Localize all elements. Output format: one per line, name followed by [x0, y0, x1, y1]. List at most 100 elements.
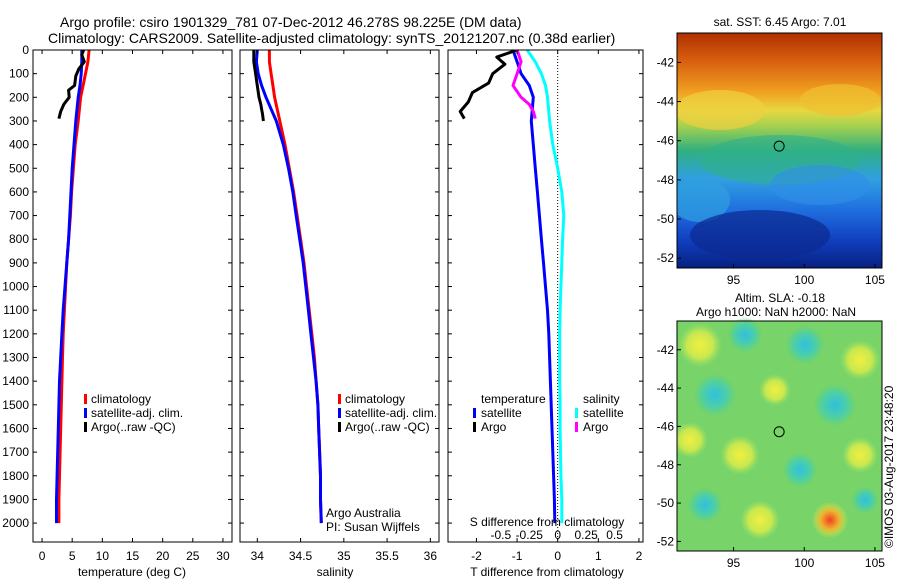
s-tick-label: 0	[554, 528, 561, 542]
y-tick-label: 1300	[2, 351, 29, 365]
sla-heatmap	[677, 317, 882, 551]
y-tick-label: 500	[9, 161, 29, 175]
s-tick-label: 0.5	[606, 528, 623, 542]
map-y-tick-label: -48	[657, 173, 675, 187]
legend-label-satellite: satellite-adj. clim.	[91, 406, 183, 420]
salinity-panel: 34 34.5 35 35.5 36 salinity climatology sate…	[239, 49, 440, 579]
map-y-tick-label: -44	[657, 95, 675, 109]
legend-swatch-argo	[84, 422, 87, 432]
map-x-tick-label: 105	[865, 273, 885, 287]
legend-swatch-temp-satellite	[473, 408, 476, 418]
argo-position-marker	[773, 140, 785, 152]
map-x-tick-label: 100	[794, 273, 814, 287]
map-x-tick-label: 105	[865, 556, 885, 570]
temperature-panel: 0 5 10 15 20 25 300100200300400500600700800900…	[2, 43, 233, 579]
map-x-tick-label: 95	[727, 556, 741, 570]
map-y-tick-label: -50	[657, 212, 675, 226]
y-tick-label: 600	[9, 185, 29, 199]
y-tick-label: 1200	[2, 327, 29, 341]
x-tick-label: 35.5	[375, 549, 399, 563]
argo-position-marker	[773, 426, 785, 438]
map-y-tick-label: -50	[657, 496, 675, 510]
map-y-tick-label: -46	[657, 134, 675, 148]
y-tick-label: 800	[9, 232, 29, 246]
institution-annotation: Argo Australia	[326, 506, 401, 520]
map-y-tick-label: -44	[657, 381, 675, 395]
sla-map-panel: Altim. SLA: -0.18 Argo h1000: NaN h2000:…	[657, 291, 896, 570]
map-x-tick-label: 100	[794, 556, 814, 570]
x-tick-label: -2	[471, 549, 482, 563]
x-tick-label: 10	[96, 549, 110, 563]
x-tick-label: 34.5	[289, 549, 313, 563]
y-tick-label: 1400	[2, 374, 29, 388]
sst-map-title: sat. SST: 6.45 Argo: 7.01	[714, 15, 847, 29]
series-line-satellite-adj-clim	[55, 50, 84, 524]
difference-legend: temperature salinity satellite Argo sate…	[473, 392, 624, 434]
x-tick-label: 20	[156, 549, 170, 563]
salinity-legend: climatology satellite-adj. clim. Argo(..…	[338, 392, 437, 434]
legend-swatch-climatology	[84, 394, 87, 404]
x-tick-label: 15	[126, 549, 140, 563]
s-tick-label: 0.25	[574, 528, 598, 542]
sst-map-panel: sat. SST: 6.45 Argo: 7.01 95 100 105 -42 -44…	[657, 15, 886, 287]
s-tick-label: -0.25	[516, 528, 544, 542]
legend-swatch-satellite	[84, 408, 87, 418]
map-y-tick-label: -52	[657, 534, 675, 548]
header-line-1: Argo profile: csiro 1901329_781 07-Dec-2…	[60, 14, 522, 30]
legend-label-argo: Argo(..raw -QC)	[91, 420, 176, 434]
y-tick-label: 400	[9, 138, 29, 152]
temperature-xlabel: temperature (deg C)	[78, 565, 186, 579]
legend-header-temperature: temperature	[481, 392, 546, 406]
y-tick-label: 200	[9, 90, 29, 104]
sst-map-frame	[676, 32, 883, 269]
series-line-satellite	[511, 50, 557, 524]
map-y-tick-label: -42	[657, 55, 675, 69]
x-tick-label: 2	[636, 549, 643, 563]
map-y-tick-label: -42	[657, 343, 675, 357]
imos-credit: ©IMOS 03-Aug-2017 23:48:20	[882, 385, 896, 548]
series-line-argo	[511, 50, 537, 120]
x-tick-label: 36	[424, 549, 438, 563]
header-line-2: Climatology: CARS2009. Satellite-adjuste…	[48, 30, 615, 46]
x-tick-label: 0	[39, 549, 46, 563]
y-tick-label: 1700	[2, 445, 29, 459]
x-tick-label: 30	[216, 549, 230, 563]
y-tick-label: 100	[9, 67, 29, 81]
x-tick-label: 35	[337, 549, 351, 563]
x-tick-label: 0	[554, 549, 561, 563]
legend-label-temp-argo: Argo	[481, 420, 507, 434]
x-tick-label: 1	[595, 549, 602, 563]
series-line-satellite	[525, 50, 566, 524]
s-tick-label: -0.5	[490, 528, 511, 542]
legend-label-sal-satellite: satellite	[583, 406, 624, 420]
series-line-satellite-adj-clim	[254, 50, 323, 524]
y-tick-label: 1800	[2, 469, 29, 483]
y-tick-label: 300	[9, 114, 29, 128]
pi-annotation: PI: Susan Wijffels	[326, 520, 420, 534]
y-tick-label: 700	[9, 209, 29, 223]
legend-label-climatology: climatology	[345, 392, 405, 406]
x-tick-label: 25	[186, 549, 200, 563]
legend-swatch-sal-argo	[575, 422, 578, 432]
legend-swatch-sal-satellite	[575, 408, 578, 418]
legend-label-climatology: climatology	[91, 392, 151, 406]
y-tick-label: 1000	[2, 280, 29, 294]
salinity-plot-frame	[239, 49, 440, 543]
sla-map-title: Altim. SLA: -0.18	[735, 291, 825, 305]
x-tick-label: -1	[512, 549, 523, 563]
legend-label-temp-satellite: satellite	[481, 406, 522, 420]
map-y-tick-label: -52	[657, 251, 675, 265]
series-line-argo-raw-qc	[57, 50, 86, 119]
difference-panel: -2 -1 0 1 2 -0.5 -0.25 0 0.25 0.5 S difference fr…	[447, 49, 644, 579]
legend-swatch-climatology	[338, 394, 341, 404]
legend-header-salinity: salinity	[583, 392, 620, 406]
legend-swatch-temp-argo	[473, 422, 476, 432]
series-line-argo-raw-qc	[252, 50, 265, 122]
map-x-tick-label: 95	[727, 273, 741, 287]
t-difference-label: T difference from climatology	[470, 565, 624, 579]
s-difference-label: S difference from climatology	[470, 515, 625, 529]
series-line-argo	[458, 50, 518, 120]
sla-map-frame	[676, 320, 883, 552]
difference-plot-frame	[447, 49, 644, 543]
series-line-climatology	[57, 50, 91, 524]
